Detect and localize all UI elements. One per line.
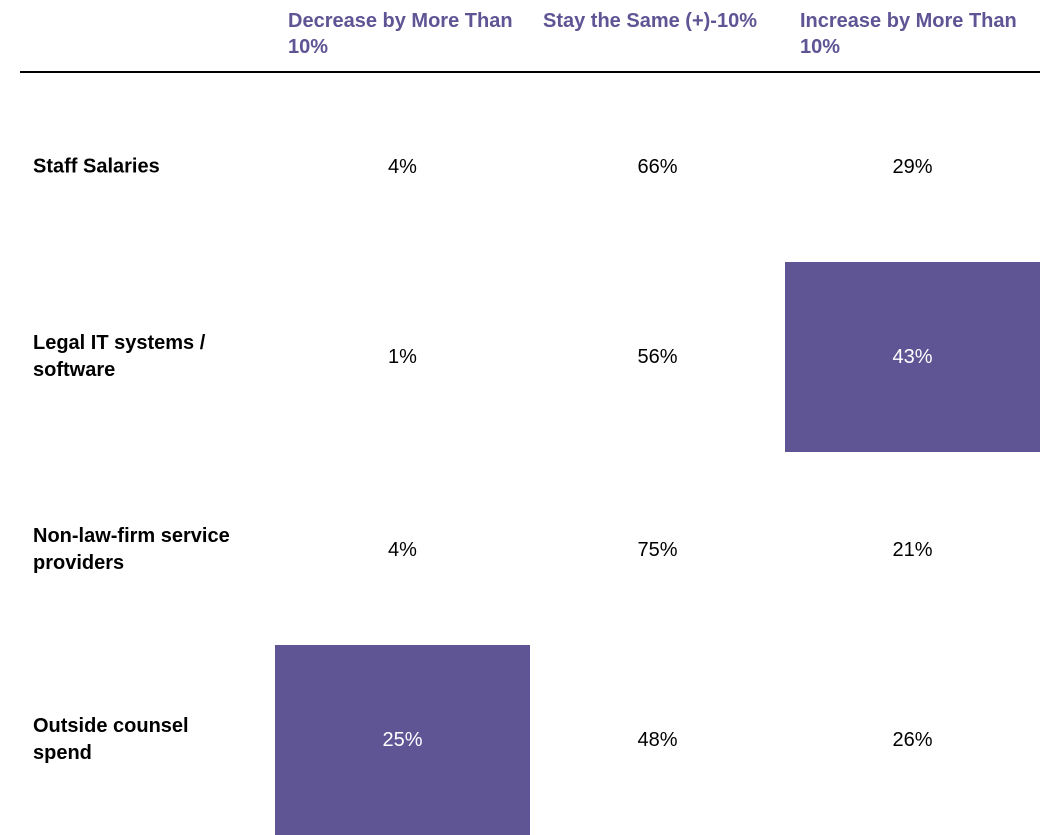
- column-header: Decrease by More Than 10%: [288, 10, 513, 58]
- cell: 75%: [637, 538, 678, 561]
- cell: 66%: [637, 155, 678, 178]
- column-header: Stay the Same (+)-10%: [543, 10, 757, 32]
- row-label: Non-law-firm service providers: [33, 525, 230, 574]
- cell: 56%: [637, 345, 678, 368]
- column-header: Increase by More Than 10%: [800, 10, 1017, 58]
- highlighted-cell: 25%: [275, 645, 530, 835]
- cell: 4%: [388, 538, 417, 561]
- cell: 48%: [637, 728, 678, 751]
- header-rule: [20, 71, 1040, 73]
- highlighted-cell: 43%: [785, 262, 1040, 452]
- row-label: Outside counsel spend: [33, 715, 189, 764]
- cell: 21%: [892, 538, 933, 561]
- cell: 26%: [892, 728, 933, 751]
- cell: 1%: [388, 345, 417, 368]
- cell: 29%: [892, 155, 933, 178]
- row-label: Legal IT systems / software: [33, 332, 206, 381]
- cell: 4%: [388, 155, 417, 178]
- row-label: Staff Salaries: [33, 155, 160, 178]
